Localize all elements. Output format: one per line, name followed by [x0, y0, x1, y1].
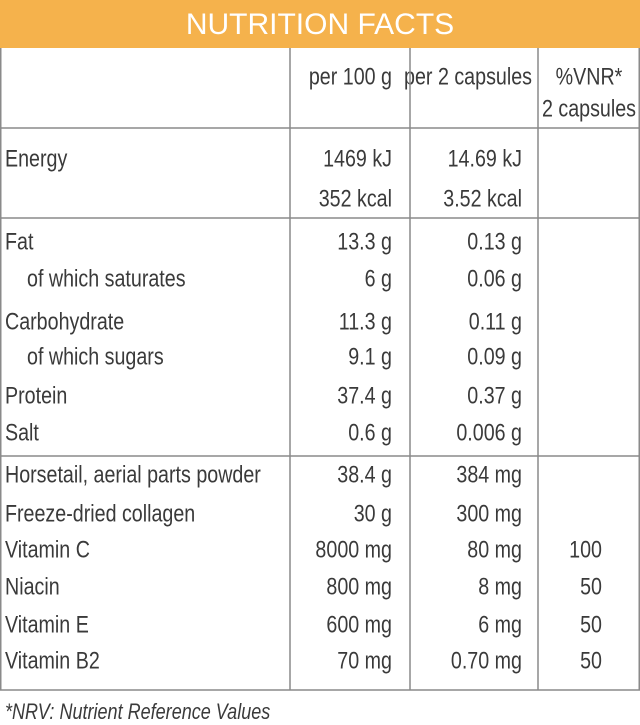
row-label: Vitamin E [5, 610, 89, 637]
row-label: Vitamin B2 [5, 646, 100, 673]
cell-value: 13.3 g [337, 227, 392, 254]
column-header: per 2 capsules [404, 62, 532, 89]
cell-value: 0.06 g [467, 264, 522, 291]
vnr-value: 100 [569, 535, 602, 562]
table: per 100 g per 2 capsules %VNR* 2 capsules En… [5, 62, 636, 724]
column-header: 2 capsules [542, 94, 636, 121]
title: NUTRITION FACTS [186, 8, 454, 41]
cell-value: 0.006 g [456, 418, 522, 445]
cell-value: 8000 mg [315, 535, 392, 562]
cell-value: 80 mg [467, 535, 522, 562]
row-label: Vitamin C [5, 535, 90, 562]
cell-value: 6 g [365, 264, 392, 291]
column-header: %VNR* [556, 62, 623, 89]
row-label: of which saturates [27, 264, 186, 291]
row-label: Freeze-dried collagen [5, 499, 195, 526]
row-label: Horsetail, aerial parts powder [5, 460, 261, 487]
cell-value: 0.6 g [348, 418, 392, 445]
cell-value: 37.4 g [337, 381, 392, 408]
row-label: Protein [5, 381, 67, 408]
footnote: *NRV: Nutrient Reference Values [5, 700, 270, 724]
cell-value: 384 mg [456, 460, 522, 487]
column-header: per 100 g [309, 62, 392, 89]
cell-value: 300 mg [456, 499, 522, 526]
vnr-value: 50 [580, 646, 602, 673]
cell-value: 38.4 g [337, 460, 392, 487]
cell-value: 0.13 g [467, 227, 522, 254]
row-label: Niacin [5, 572, 60, 599]
row-label: of which sugars [27, 342, 164, 369]
cell-value: 30 g [354, 499, 392, 526]
row-label: Salt [5, 418, 39, 445]
cell-value: 0.70 mg [451, 646, 522, 673]
cell-value: 9.1 g [348, 342, 392, 369]
cell-value: 6 mg [478, 610, 522, 637]
row-label: Carbohydrate [5, 307, 124, 334]
table-lines [0, 48, 640, 691]
vnr-value: 50 [580, 572, 602, 599]
cell-value: 352 kcal [319, 184, 392, 211]
cell-value: 600 mg [326, 610, 392, 637]
cell-value: 8 mg [478, 572, 522, 599]
title-bar [0, 0, 640, 48]
row-label: Fat [5, 227, 33, 254]
cell-value: 70 mg [337, 646, 392, 673]
cell-value: 1469 kJ [323, 144, 392, 171]
cell-value: 14.69 kJ [448, 144, 522, 171]
cell-value: 0.37 g [467, 381, 522, 408]
cell-value: 0.11 g [469, 307, 522, 334]
cell-value: 800 mg [326, 572, 392, 599]
cell-value: 3.52 kcal [443, 184, 522, 211]
cell-value: 0.09 g [467, 342, 522, 369]
vnr-value: 50 [580, 610, 602, 637]
row-label: Energy [5, 144, 67, 171]
cell-value: 11.3 g [339, 307, 392, 334]
